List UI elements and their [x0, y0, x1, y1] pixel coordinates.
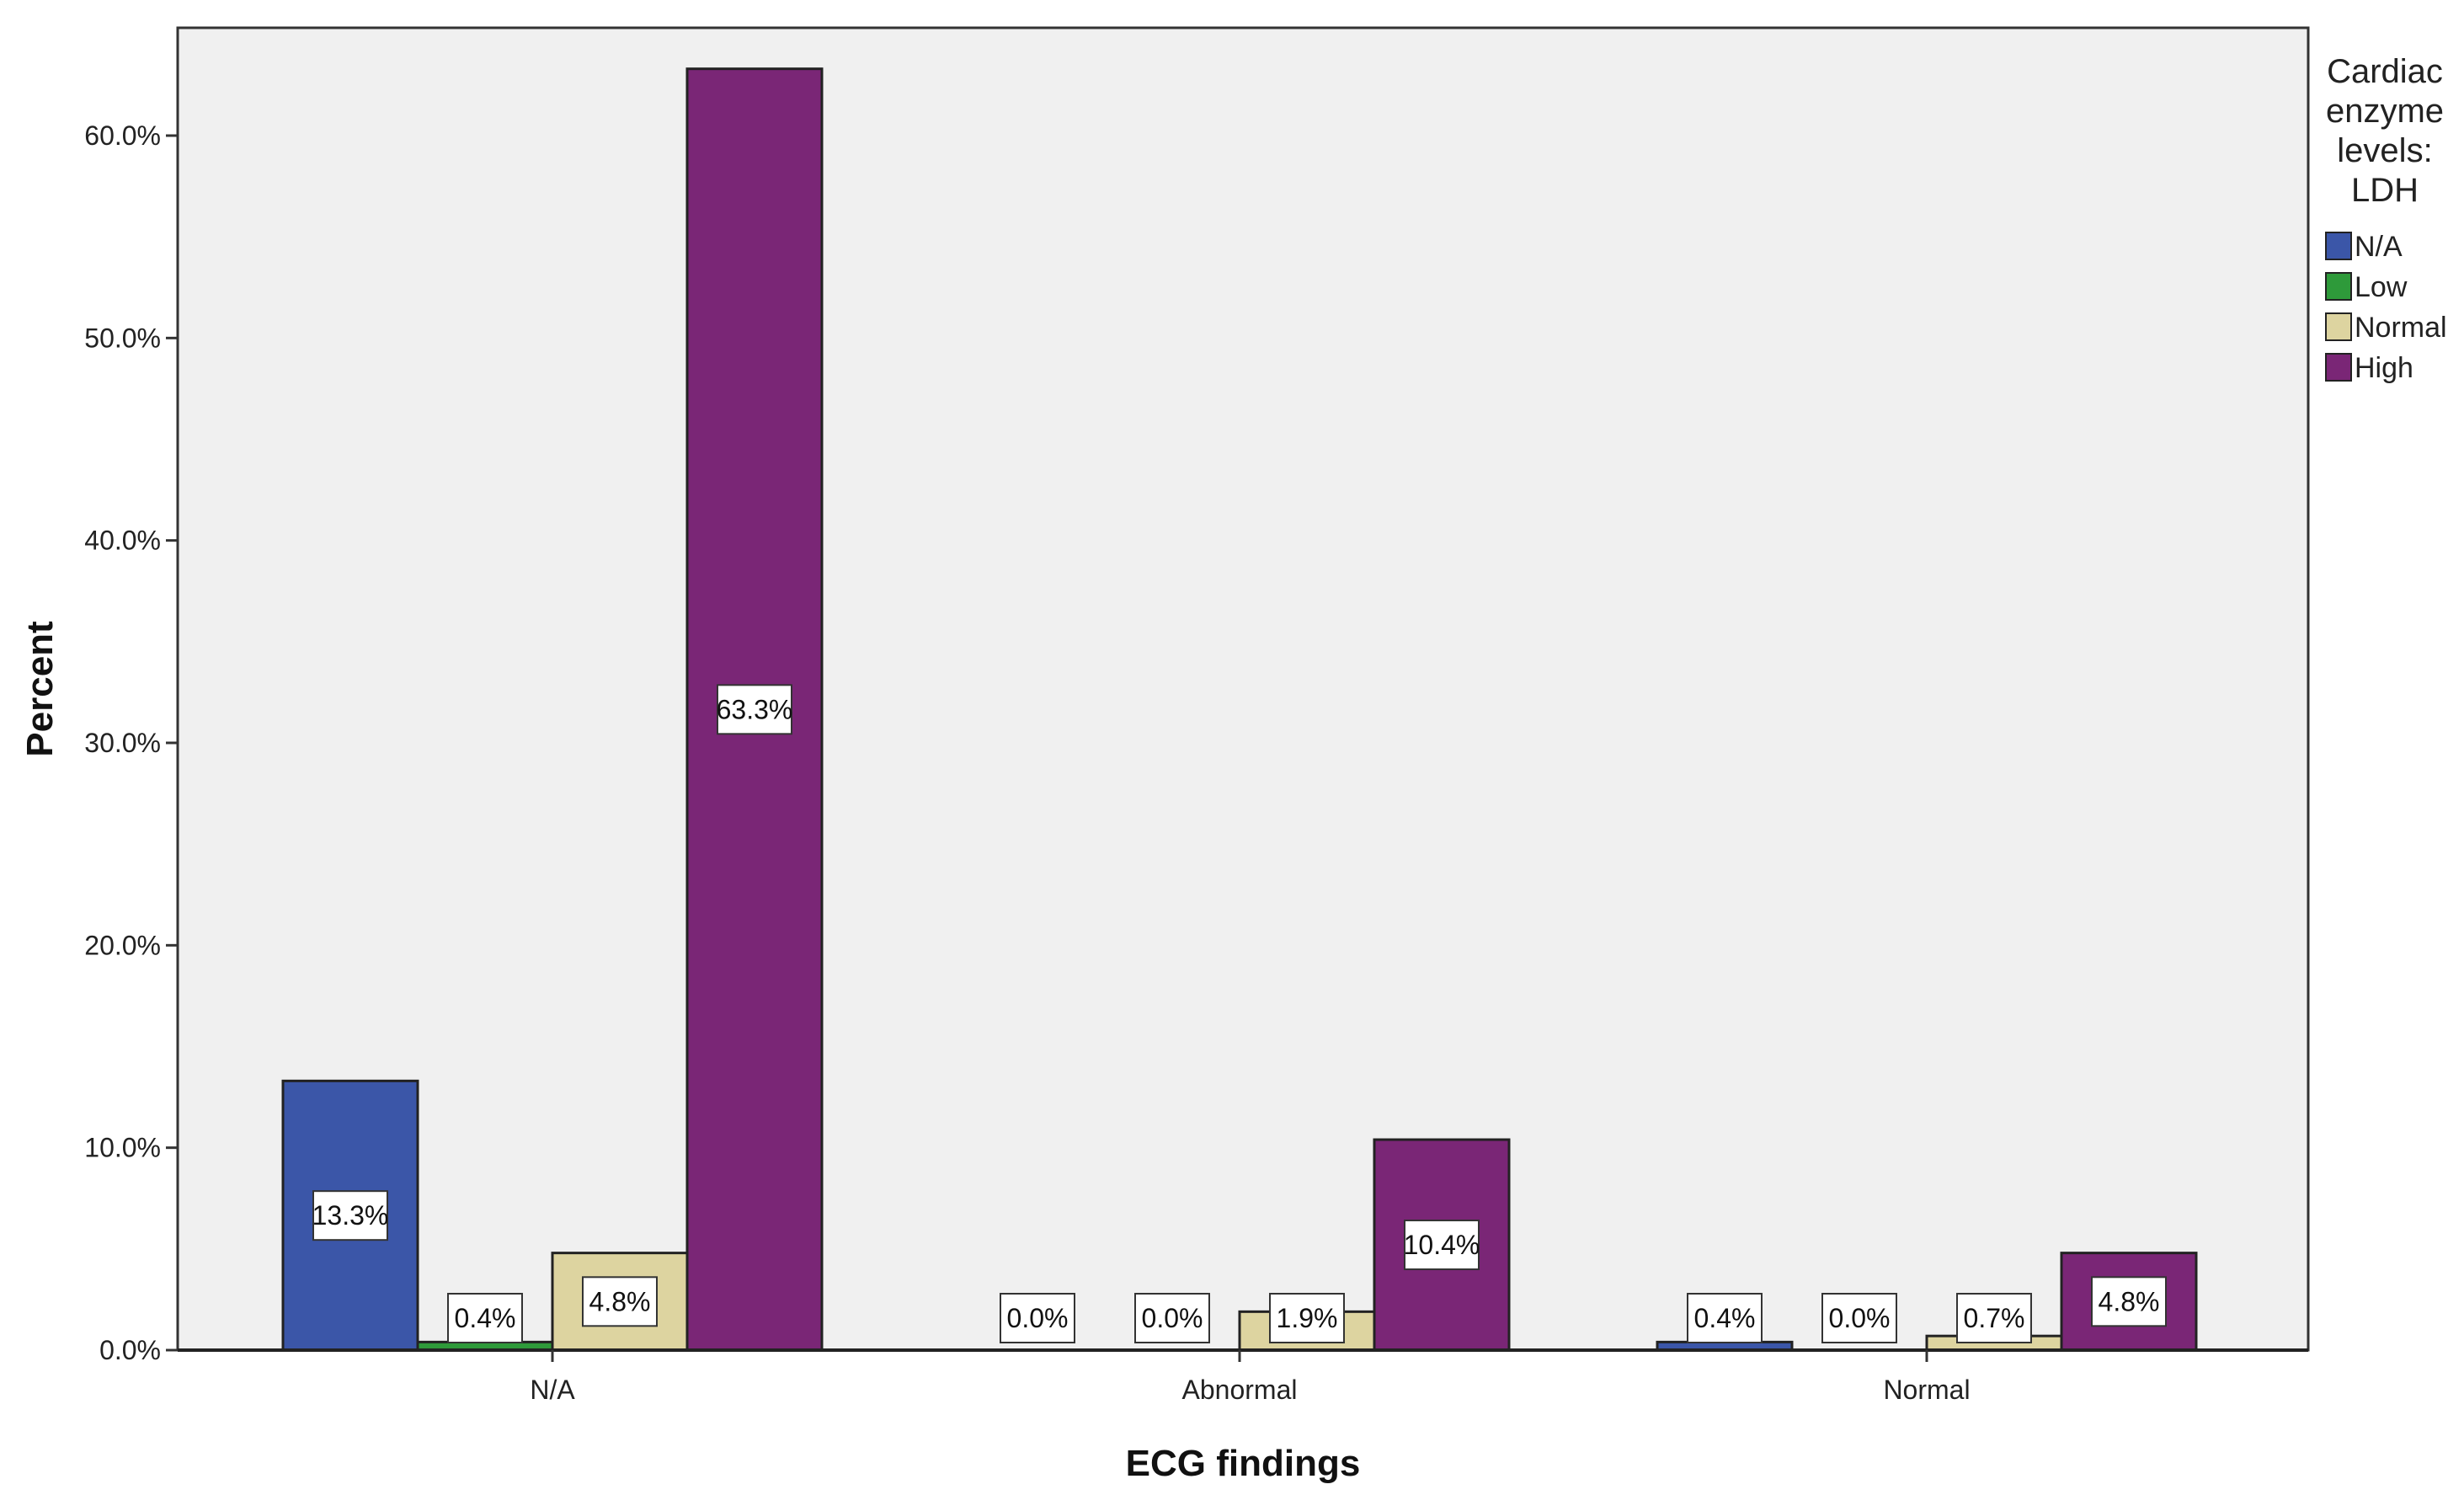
y-tick-label: 10.0%: [84, 1133, 161, 1163]
legend-swatch-normal: [2325, 312, 2352, 341]
data-label: 0.0%: [1142, 1303, 1203, 1333]
y-tick-label: 30.0%: [84, 728, 161, 758]
y-ticks: 0.0% 10.0% 20.0% 30.0% 40.0% 50.0% 60.0%: [84, 120, 178, 1365]
legend-label: N/A: [2355, 231, 2403, 263]
data-label-box: [1687, 1293, 1763, 1343]
y-tick-label: 50.0%: [84, 323, 161, 353]
y-tick-label: 20.0%: [84, 930, 161, 960]
legend-title-line: levels:: [2337, 132, 2432, 169]
data-label-box: [312, 1190, 388, 1241]
data-label: 0.4%: [455, 1303, 516, 1333]
y-axis-title: Percent: [19, 621, 61, 757]
data-label: 0.0%: [1007, 1303, 1069, 1333]
data-label: 4.8%: [2099, 1286, 2160, 1316]
legend-title-line: Cardiac: [2327, 53, 2443, 90]
data-label: 0.4%: [1694, 1303, 1756, 1333]
legend-label: Normal: [2355, 312, 2447, 344]
data-label: 10.4%: [1404, 1230, 1480, 1260]
legend-label: High: [2355, 352, 2413, 384]
x-category-label: Normal: [1883, 1375, 1970, 1405]
data-label-box: [1134, 1293, 1210, 1343]
x-categories: N/A Abnormal Normal: [530, 1350, 1971, 1405]
legend-swatch-n-a: [2325, 232, 2352, 260]
x-category-label: Abnormal: [1182, 1375, 1298, 1405]
y-tick-label: 0.0%: [99, 1335, 161, 1365]
data-label-box: [1821, 1293, 1897, 1343]
y-tick-label: 60.0%: [84, 120, 161, 151]
data-label-box: [1956, 1293, 2032, 1343]
data-label: 0.0%: [1829, 1303, 1891, 1333]
data-label: 0.7%: [1964, 1303, 2025, 1333]
legend-title-line: enzyme: [2326, 93, 2444, 130]
legend-label: Low: [2355, 271, 2408, 303]
x-axis-title: ECG findings: [1126, 1443, 1361, 1484]
data-label: 1.9%: [1277, 1303, 1338, 1333]
plot-area: [176, 26, 2310, 1352]
data-label-box: [2091, 1276, 2167, 1327]
data-label: 63.3%: [717, 694, 793, 724]
legend-swatch-high: [2325, 353, 2352, 382]
data-label: 4.8%: [589, 1286, 651, 1316]
data-label: 13.3%: [312, 1200, 389, 1231]
legend-title-line: LDH: [2351, 172, 2419, 209]
data-label-box: [1404, 1220, 1480, 1271]
data-label-box: [1000, 1293, 1075, 1343]
data-label-box: [582, 1276, 658, 1327]
legend-swatch-low: [2325, 272, 2352, 301]
x-category-label: N/A: [530, 1375, 575, 1405]
data-labels: 13.3% 0.4% 4.8% 63.3% 0.0% 0.0% 1.9% 10.4% 0.4% 0…: [312, 684, 2167, 1343]
y-tick-label: 40.0%: [84, 526, 161, 556]
data-label-box: [717, 684, 792, 735]
data-label-box: [1269, 1293, 1345, 1343]
data-label-box: [447, 1293, 523, 1343]
